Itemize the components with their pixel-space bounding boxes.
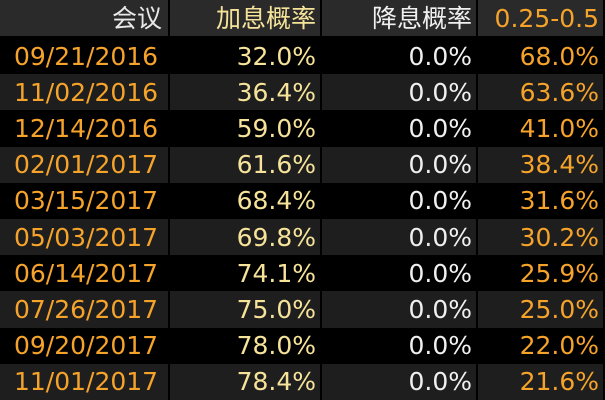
probability-cell: 0.0%: [322, 110, 478, 147]
meeting-date: 06/14/2017: [0, 255, 170, 292]
probability-cell: 69.8%: [170, 218, 322, 256]
probability-cell: 36.4%: [170, 74, 322, 111]
meeting-date: 11/02/2016: [0, 74, 170, 111]
probability-cell: 0.0%: [322, 291, 478, 328]
probability-cell: 59.0%: [170, 110, 322, 147]
column-header: 加息概率: [170, 0, 322, 38]
meeting-date: 03/15/2017: [0, 182, 170, 219]
meeting-date: 09/20/2017: [0, 327, 170, 364]
meeting-date: 07/26/2017: [0, 291, 170, 328]
meeting-date: 02/01/2017: [0, 146, 170, 183]
probability-cell: 68.0%: [478, 38, 605, 75]
probability-cell: 78.0%: [170, 327, 322, 364]
probability-cell: 0.0%: [322, 218, 478, 256]
probability-cell: 25.9%: [478, 255, 605, 292]
probability-cell: 0.0%: [322, 182, 478, 219]
probability-cell: 25.0%: [478, 291, 605, 328]
meeting-date: 11/01/2017: [0, 363, 170, 400]
probability-cell: 75.0%: [170, 291, 322, 328]
probability-cell: 41.0%: [478, 110, 605, 147]
probability-cell: 61.6%: [170, 146, 322, 183]
meeting-date: 09/21/2016: [0, 38, 170, 75]
probability-cell: 78.4%: [170, 363, 322, 400]
meeting-date: 12/14/2016: [0, 110, 170, 147]
probability-cell: 0.0%: [322, 38, 478, 75]
probability-cell: 0.0%: [322, 255, 478, 292]
probability-cell: 30.2%: [478, 218, 605, 256]
probability-cell: 0.0%: [322, 146, 478, 183]
probability-cell: 31.6%: [478, 182, 605, 219]
column-header: 降息概率: [322, 0, 478, 38]
column-header: 0.25-0.5: [478, 0, 605, 38]
column-header: 会议: [0, 0, 170, 38]
probability-cell: 38.4%: [478, 146, 605, 183]
probability-cell: 63.6%: [478, 74, 605, 111]
probability-cell: 0.0%: [322, 327, 478, 364]
probability-cell: 21.6%: [478, 363, 605, 400]
probability-cell: 0.0%: [322, 74, 478, 111]
probability-cell: 0.0%: [322, 363, 478, 400]
probability-cell: 68.4%: [170, 182, 322, 219]
probability-cell: 74.1%: [170, 255, 322, 292]
meeting-date: 05/03/2017: [0, 218, 170, 256]
probability-cell: 22.0%: [478, 327, 605, 364]
probability-cell: 32.0%: [170, 38, 322, 75]
